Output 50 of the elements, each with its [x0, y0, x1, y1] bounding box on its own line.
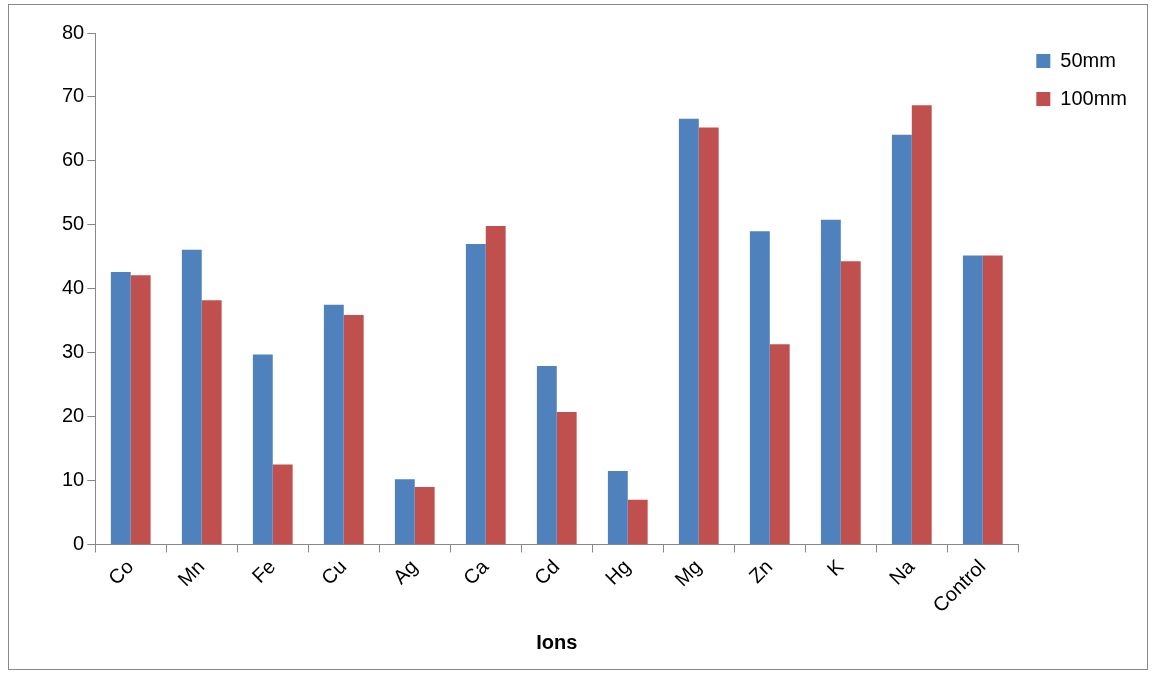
y-tick-label: 10 [62, 468, 85, 491]
bar [556, 412, 577, 544]
bar [678, 118, 699, 544]
y-tick-label: 70 [62, 84, 85, 107]
bar [840, 261, 861, 544]
bar [536, 366, 557, 544]
bar [201, 300, 222, 544]
bar [414, 486, 435, 544]
x-tick-label: Fe [247, 555, 280, 588]
bar [343, 314, 364, 544]
x-axis-title: Ions [536, 630, 578, 653]
bar [272, 464, 293, 544]
y-tick-label: 0 [73, 531, 85, 554]
bar [110, 272, 131, 544]
bar [465, 243, 486, 544]
bar [891, 134, 912, 544]
x-tick-label: Co [103, 555, 138, 589]
bar [252, 354, 273, 544]
y-tick-label: 20 [62, 404, 85, 427]
x-tick-label: Mn [173, 555, 209, 591]
bar [982, 255, 1003, 544]
bar [394, 479, 415, 544]
y-tick-label: 40 [62, 276, 85, 299]
bar [820, 219, 841, 544]
x-tick-label: Na [884, 554, 920, 589]
y-tick-label: 50 [62, 212, 85, 235]
bar [181, 249, 202, 544]
x-tick-label: Zn [744, 555, 777, 588]
bar [607, 470, 628, 544]
y-tick-label: 60 [62, 148, 85, 171]
x-tick-label: Hg [600, 555, 635, 589]
bar [749, 231, 770, 544]
bar [130, 275, 151, 544]
x-tick-label: Ag [388, 555, 422, 588]
x-tick-label: Ca [458, 554, 494, 589]
bar [962, 255, 983, 544]
y-tick-label: 80 [62, 20, 85, 43]
x-tick-label: K [822, 554, 848, 581]
bar [485, 226, 506, 544]
y-tick-label: 30 [62, 340, 85, 363]
x-tick-label: Cu [316, 555, 351, 589]
bar [911, 105, 932, 544]
bar [627, 499, 648, 544]
legend-label: 100mm [1060, 86, 1128, 109]
bar [323, 304, 344, 544]
legend-label: 50mm [1060, 48, 1116, 71]
x-tick-label: Mg [670, 555, 706, 591]
bar [698, 127, 719, 544]
x-tick-label: Cd [529, 555, 564, 589]
bar [769, 344, 790, 544]
